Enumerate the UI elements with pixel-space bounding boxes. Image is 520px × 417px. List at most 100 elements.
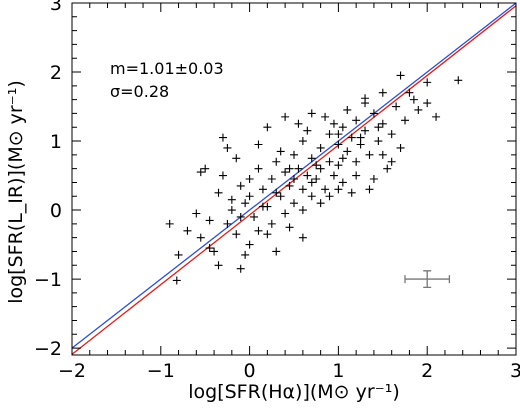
data-point: [232, 154, 241, 163]
data-point: [196, 168, 205, 177]
data-point: [281, 168, 290, 177]
data-point: [392, 102, 401, 111]
data-point: [272, 157, 281, 166]
data-point: [254, 226, 263, 235]
data-point: [245, 240, 254, 249]
error-bar: [404, 270, 451, 289]
data-point: [312, 175, 321, 183]
data-point: [365, 185, 374, 194]
y-tick-label: −2: [34, 338, 62, 360]
data-point: [401, 116, 409, 125]
data-point: [218, 171, 227, 180]
sigma-annotation: σ=0.28: [110, 82, 169, 101]
data-point: [405, 88, 414, 97]
data-point: [361, 126, 370, 135]
data-point: [334, 161, 343, 170]
data-point: [205, 244, 214, 253]
y-tick-label: 0: [50, 200, 62, 222]
data-point: [334, 130, 343, 139]
y-tick-label: 1: [50, 131, 62, 153]
data-point: [258, 185, 267, 194]
data-point: [272, 188, 281, 197]
data-point: [374, 137, 383, 146]
data-point: [227, 206, 236, 215]
y-tick-label: 2: [50, 62, 62, 84]
x-tick-label: −2: [58, 360, 86, 382]
data-point: [245, 192, 254, 201]
data-point: [201, 164, 210, 173]
data-point: [347, 133, 356, 142]
data-point: [196, 233, 205, 242]
data-point: [343, 105, 352, 114]
data-point: [192, 209, 201, 218]
data-point: [285, 164, 294, 173]
data-point: [183, 226, 192, 235]
data-point: [329, 171, 338, 180]
data-point: [263, 123, 272, 132]
data-point: [343, 147, 352, 156]
data-point: [285, 223, 294, 232]
data-point: [352, 157, 361, 166]
data-point: [290, 175, 298, 183]
data-point: [374, 123, 383, 132]
data-point: [303, 171, 312, 180]
data-point: [272, 247, 281, 256]
data-point: [258, 202, 267, 211]
data-point: [378, 88, 387, 97]
y-tick-label: 3: [50, 0, 62, 15]
data-point: [263, 230, 272, 239]
data-point: [214, 261, 223, 270]
data-point: [267, 175, 276, 183]
slope-annotation: m=1.01±0.03: [110, 59, 224, 78]
data-point: [325, 192, 334, 201]
x-tick-label: 3: [510, 360, 520, 382]
data-point: [316, 164, 325, 173]
data-point: [298, 185, 307, 194]
y-tick-label: −1: [34, 269, 62, 291]
x-tick-label: 2: [421, 360, 433, 382]
data-point: [347, 188, 356, 197]
one-to-one-line: [72, 3, 516, 349]
data-point: [378, 119, 387, 128]
x-tick-label: −1: [147, 360, 175, 382]
data-point: [307, 178, 316, 187]
data-point: [165, 219, 174, 228]
data-point: [294, 164, 303, 173]
data-point: [338, 123, 347, 132]
data-point: [396, 143, 405, 152]
data-point: [241, 250, 250, 259]
data-point: [316, 199, 325, 208]
data-point: [267, 219, 276, 228]
data-point: [396, 71, 405, 80]
data-point: [321, 112, 330, 121]
data-point: [414, 105, 423, 114]
axis-ticks: −2 −1 0 1 2 3 −2 −1 0 1 2 3: [34, 0, 520, 382]
data-point: [174, 250, 183, 259]
data-point: [387, 130, 396, 139]
error-bar-cross: [404, 270, 451, 289]
data-point: [276, 192, 285, 201]
data-point: [321, 185, 330, 194]
data-point: [307, 192, 316, 201]
data-point: [338, 154, 347, 163]
data-point: [352, 171, 361, 180]
data-point: [312, 161, 321, 170]
y-axis-label: log[SFR(L_IR)](M⊙ yr⁻¹): [5, 80, 27, 304]
data-point: [236, 212, 245, 221]
data-point: [454, 76, 463, 85]
data-point: [254, 164, 263, 173]
data-point: [338, 178, 347, 187]
plot-frame: [71, 2, 517, 356]
data-point: [281, 112, 290, 121]
data-point: [232, 230, 241, 239]
data-point: [356, 133, 365, 142]
data-point: [361, 99, 370, 108]
data-point: [298, 233, 307, 242]
data-point: [172, 276, 181, 285]
data-point: [334, 185, 343, 194]
data-point: [334, 140, 343, 149]
best-fit-line: [72, 4, 516, 355]
data-point: [223, 143, 232, 152]
x-tick-label: 1: [332, 360, 344, 382]
data-point: [369, 175, 378, 183]
